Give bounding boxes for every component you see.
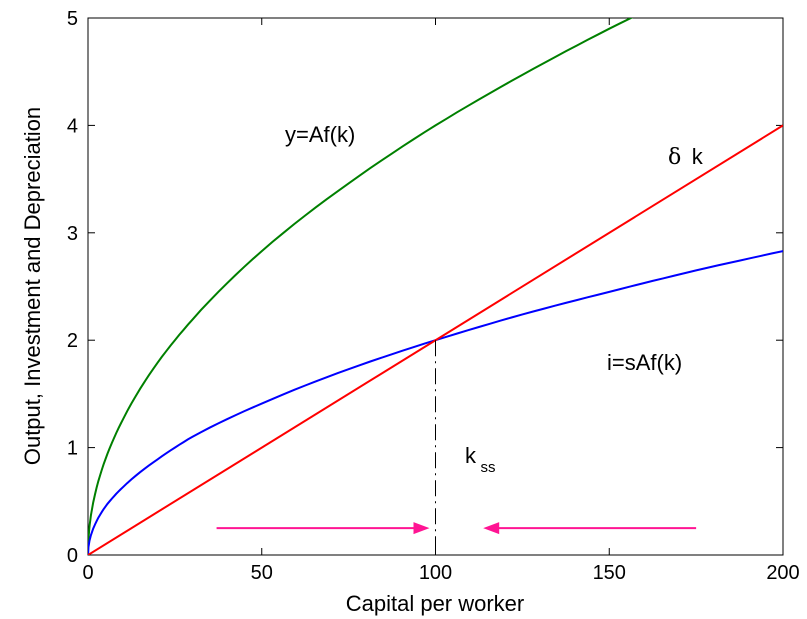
steady-state-subscript: ss [480, 459, 495, 476]
steady-state-label: k ss [465, 443, 495, 476]
arrow-head [413, 522, 430, 535]
y-tick-label: 1 [67, 438, 78, 460]
series-line [88, 18, 634, 555]
steady-state-marks [216, 340, 697, 555]
tick-labels: 0 50 100 150 200 0 1 2 3 4 5 [67, 8, 800, 584]
y-axis-label: Output, Investment and Depreciation [20, 107, 45, 465]
output-curve-label: y=Af(k) [285, 122, 355, 147]
y-tick-label: 3 [67, 223, 78, 245]
y-tick-label: 2 [67, 330, 78, 352]
x-axis-label: Capital per worker [346, 591, 525, 616]
x-tick-label: 200 [766, 562, 799, 584]
x-tick-label: 100 [419, 562, 452, 584]
x-tick-label: 50 [251, 562, 273, 584]
x-tick-label: 150 [593, 562, 626, 584]
y-tick-label: 5 [67, 8, 78, 30]
steady-state-k: k [465, 443, 477, 468]
y-tick-label: 4 [67, 115, 78, 137]
series-line [88, 250, 783, 555]
x-tick-label: 0 [82, 562, 93, 584]
depreciation-curve-label: δ k [668, 144, 704, 170]
depreciation-var: k [692, 144, 704, 169]
investment-curve-label: i=sAf(k) [607, 350, 682, 375]
y-tick-label: 0 [67, 545, 78, 567]
delta-symbol: δ [668, 145, 681, 170]
arrow-head [483, 522, 500, 535]
